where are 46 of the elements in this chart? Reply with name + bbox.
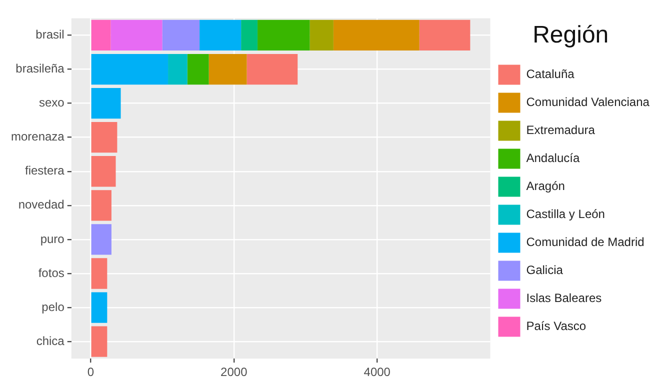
bar	[310, 20, 334, 51]
bar	[200, 20, 242, 51]
y-tick-label: novedad	[18, 198, 64, 212]
x-tick-label: 4000	[364, 365, 391, 380]
legend-label: Extremadura	[526, 123, 596, 138]
bar	[91, 88, 121, 119]
y-tick-label: morenaza	[10, 130, 65, 144]
y-tick-label: chica	[36, 334, 65, 348]
bar	[419, 20, 470, 51]
bar	[258, 20, 310, 51]
bar	[91, 258, 108, 289]
legend-label: Galicia	[526, 263, 564, 278]
y-tick-label: fiestera	[25, 164, 65, 178]
y-tick-label: puro	[40, 232, 65, 246]
legend-label: Comunidad de Madrid	[526, 235, 644, 250]
legend-label: Cataluña	[526, 67, 575, 82]
legend-label: Islas Baleares	[526, 291, 602, 306]
legend-label: País Vasco	[526, 319, 586, 334]
bar	[162, 20, 200, 51]
bar	[110, 20, 162, 51]
bar	[91, 20, 111, 51]
y-tick-label: brasileña	[16, 62, 65, 76]
bar	[208, 54, 247, 85]
legend-label: Andalucía	[526, 151, 580, 166]
bar	[168, 54, 188, 85]
x-tick-label: 2000	[220, 365, 248, 380]
y-tick-label: sexo	[39, 96, 65, 110]
legend-label: Aragón	[526, 179, 565, 194]
bar	[241, 20, 258, 51]
bar	[91, 190, 112, 221]
bar	[91, 156, 116, 187]
x-tick-label: 0	[87, 365, 94, 380]
legend-label: Comunidad Valenciana	[526, 95, 650, 110]
bar	[187, 54, 209, 85]
bar	[91, 224, 112, 255]
bar	[91, 54, 168, 85]
bar	[91, 326, 108, 357]
bar	[333, 20, 420, 51]
y-tick-label: pelo	[42, 300, 65, 314]
bar	[91, 122, 118, 153]
legend-label: Castilla y León	[526, 207, 605, 222]
legend-title: Región	[532, 22, 609, 49]
bar	[246, 54, 298, 85]
y-tick-label: fotos	[38, 266, 64, 280]
y-tick-label: brasil	[36, 28, 64, 42]
bar	[91, 292, 108, 323]
